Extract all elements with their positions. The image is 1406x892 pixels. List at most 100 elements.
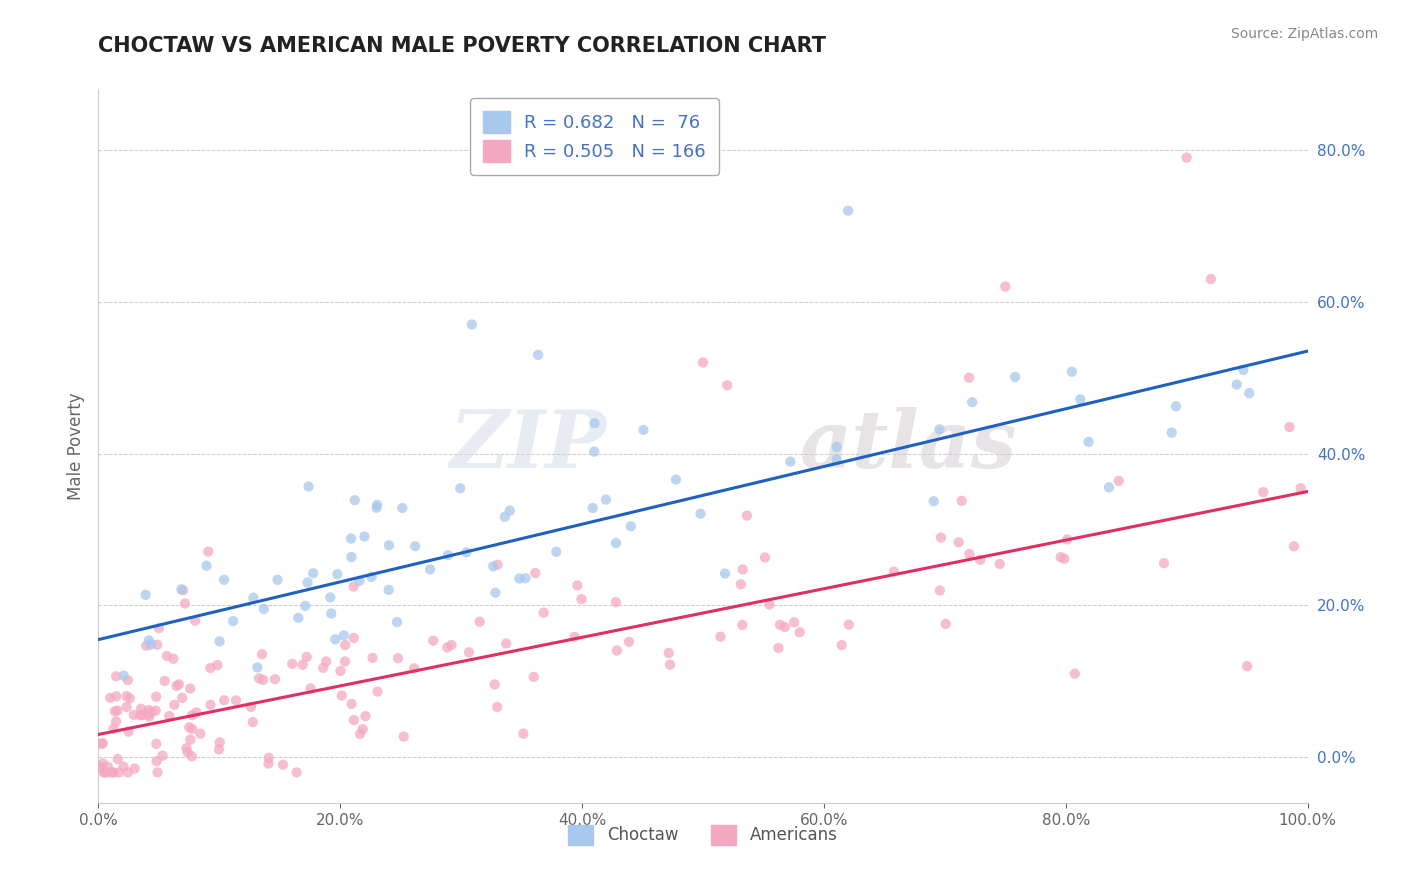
Point xyxy=(659,657,682,672)
Point xyxy=(112,668,135,682)
Point xyxy=(90,737,112,751)
Point xyxy=(735,508,758,523)
Point xyxy=(527,348,550,362)
Point xyxy=(242,591,264,605)
Point xyxy=(789,625,811,640)
Point xyxy=(783,615,806,630)
Point xyxy=(145,737,167,751)
Point xyxy=(508,572,530,586)
Point xyxy=(170,582,193,597)
Point xyxy=(138,633,160,648)
Point xyxy=(179,720,201,734)
Point xyxy=(437,548,460,562)
Point xyxy=(138,703,160,717)
Point xyxy=(333,638,356,652)
Point xyxy=(595,492,617,507)
Point xyxy=(950,494,973,508)
Point xyxy=(207,658,229,673)
Point xyxy=(264,672,287,686)
Point xyxy=(208,735,231,749)
Point xyxy=(353,529,375,543)
Point xyxy=(315,655,337,669)
Point xyxy=(959,547,981,561)
Point xyxy=(107,752,129,766)
Point xyxy=(117,673,139,688)
Point xyxy=(1251,485,1274,500)
Point xyxy=(112,759,135,773)
Point xyxy=(281,657,304,671)
Point xyxy=(266,573,288,587)
Point xyxy=(105,690,128,704)
Point xyxy=(1226,377,1249,392)
Point xyxy=(184,614,207,628)
Text: ZIP: ZIP xyxy=(450,408,606,484)
Point xyxy=(174,597,197,611)
Point xyxy=(212,693,235,707)
Point xyxy=(145,690,167,704)
Point xyxy=(935,617,957,632)
Point xyxy=(1063,666,1085,681)
Point xyxy=(404,539,426,553)
Point xyxy=(146,638,169,652)
Point xyxy=(343,580,366,594)
Point xyxy=(709,630,731,644)
Point xyxy=(117,765,139,780)
Point xyxy=(605,536,627,550)
Point xyxy=(360,570,382,584)
Point xyxy=(146,765,169,780)
Point xyxy=(166,679,188,693)
Point xyxy=(252,673,274,687)
Point xyxy=(779,454,801,468)
Point xyxy=(156,648,179,663)
Point xyxy=(1164,399,1187,413)
Point xyxy=(136,707,159,722)
Point xyxy=(138,709,160,723)
Point xyxy=(340,550,363,565)
Point xyxy=(323,632,346,647)
Point xyxy=(176,745,198,759)
Point xyxy=(1289,481,1312,495)
Point xyxy=(148,621,170,635)
Point xyxy=(105,669,128,683)
Point xyxy=(499,503,522,517)
Point xyxy=(321,607,343,621)
Point xyxy=(115,700,138,714)
Point xyxy=(312,661,335,675)
Point xyxy=(838,617,860,632)
Point xyxy=(440,638,463,652)
Point xyxy=(1049,550,1071,565)
Point xyxy=(583,444,606,458)
Point xyxy=(117,724,139,739)
Point xyxy=(329,664,352,678)
Point xyxy=(302,566,325,581)
Point xyxy=(349,727,371,741)
Point xyxy=(91,756,114,771)
Point xyxy=(330,689,353,703)
Point xyxy=(139,638,162,652)
Text: Source: ZipAtlas.com: Source: ZipAtlas.com xyxy=(1230,27,1378,41)
Point xyxy=(145,754,167,768)
Point xyxy=(484,677,506,691)
Point xyxy=(349,574,371,588)
Point xyxy=(883,565,905,579)
Point xyxy=(456,545,478,559)
Point xyxy=(620,519,643,533)
Point xyxy=(1232,363,1254,377)
Point xyxy=(124,762,146,776)
Point xyxy=(239,699,262,714)
Point xyxy=(89,760,111,774)
Point xyxy=(197,544,219,558)
Point xyxy=(208,742,231,756)
Point xyxy=(343,631,366,645)
Point xyxy=(960,395,983,409)
Point xyxy=(250,647,273,661)
Point xyxy=(731,618,754,632)
Point xyxy=(391,501,413,516)
Point xyxy=(730,577,752,591)
Point xyxy=(1004,370,1026,384)
Point xyxy=(271,757,294,772)
Point xyxy=(929,531,952,545)
Point xyxy=(108,765,131,780)
Point xyxy=(93,765,115,780)
Point xyxy=(387,651,409,665)
